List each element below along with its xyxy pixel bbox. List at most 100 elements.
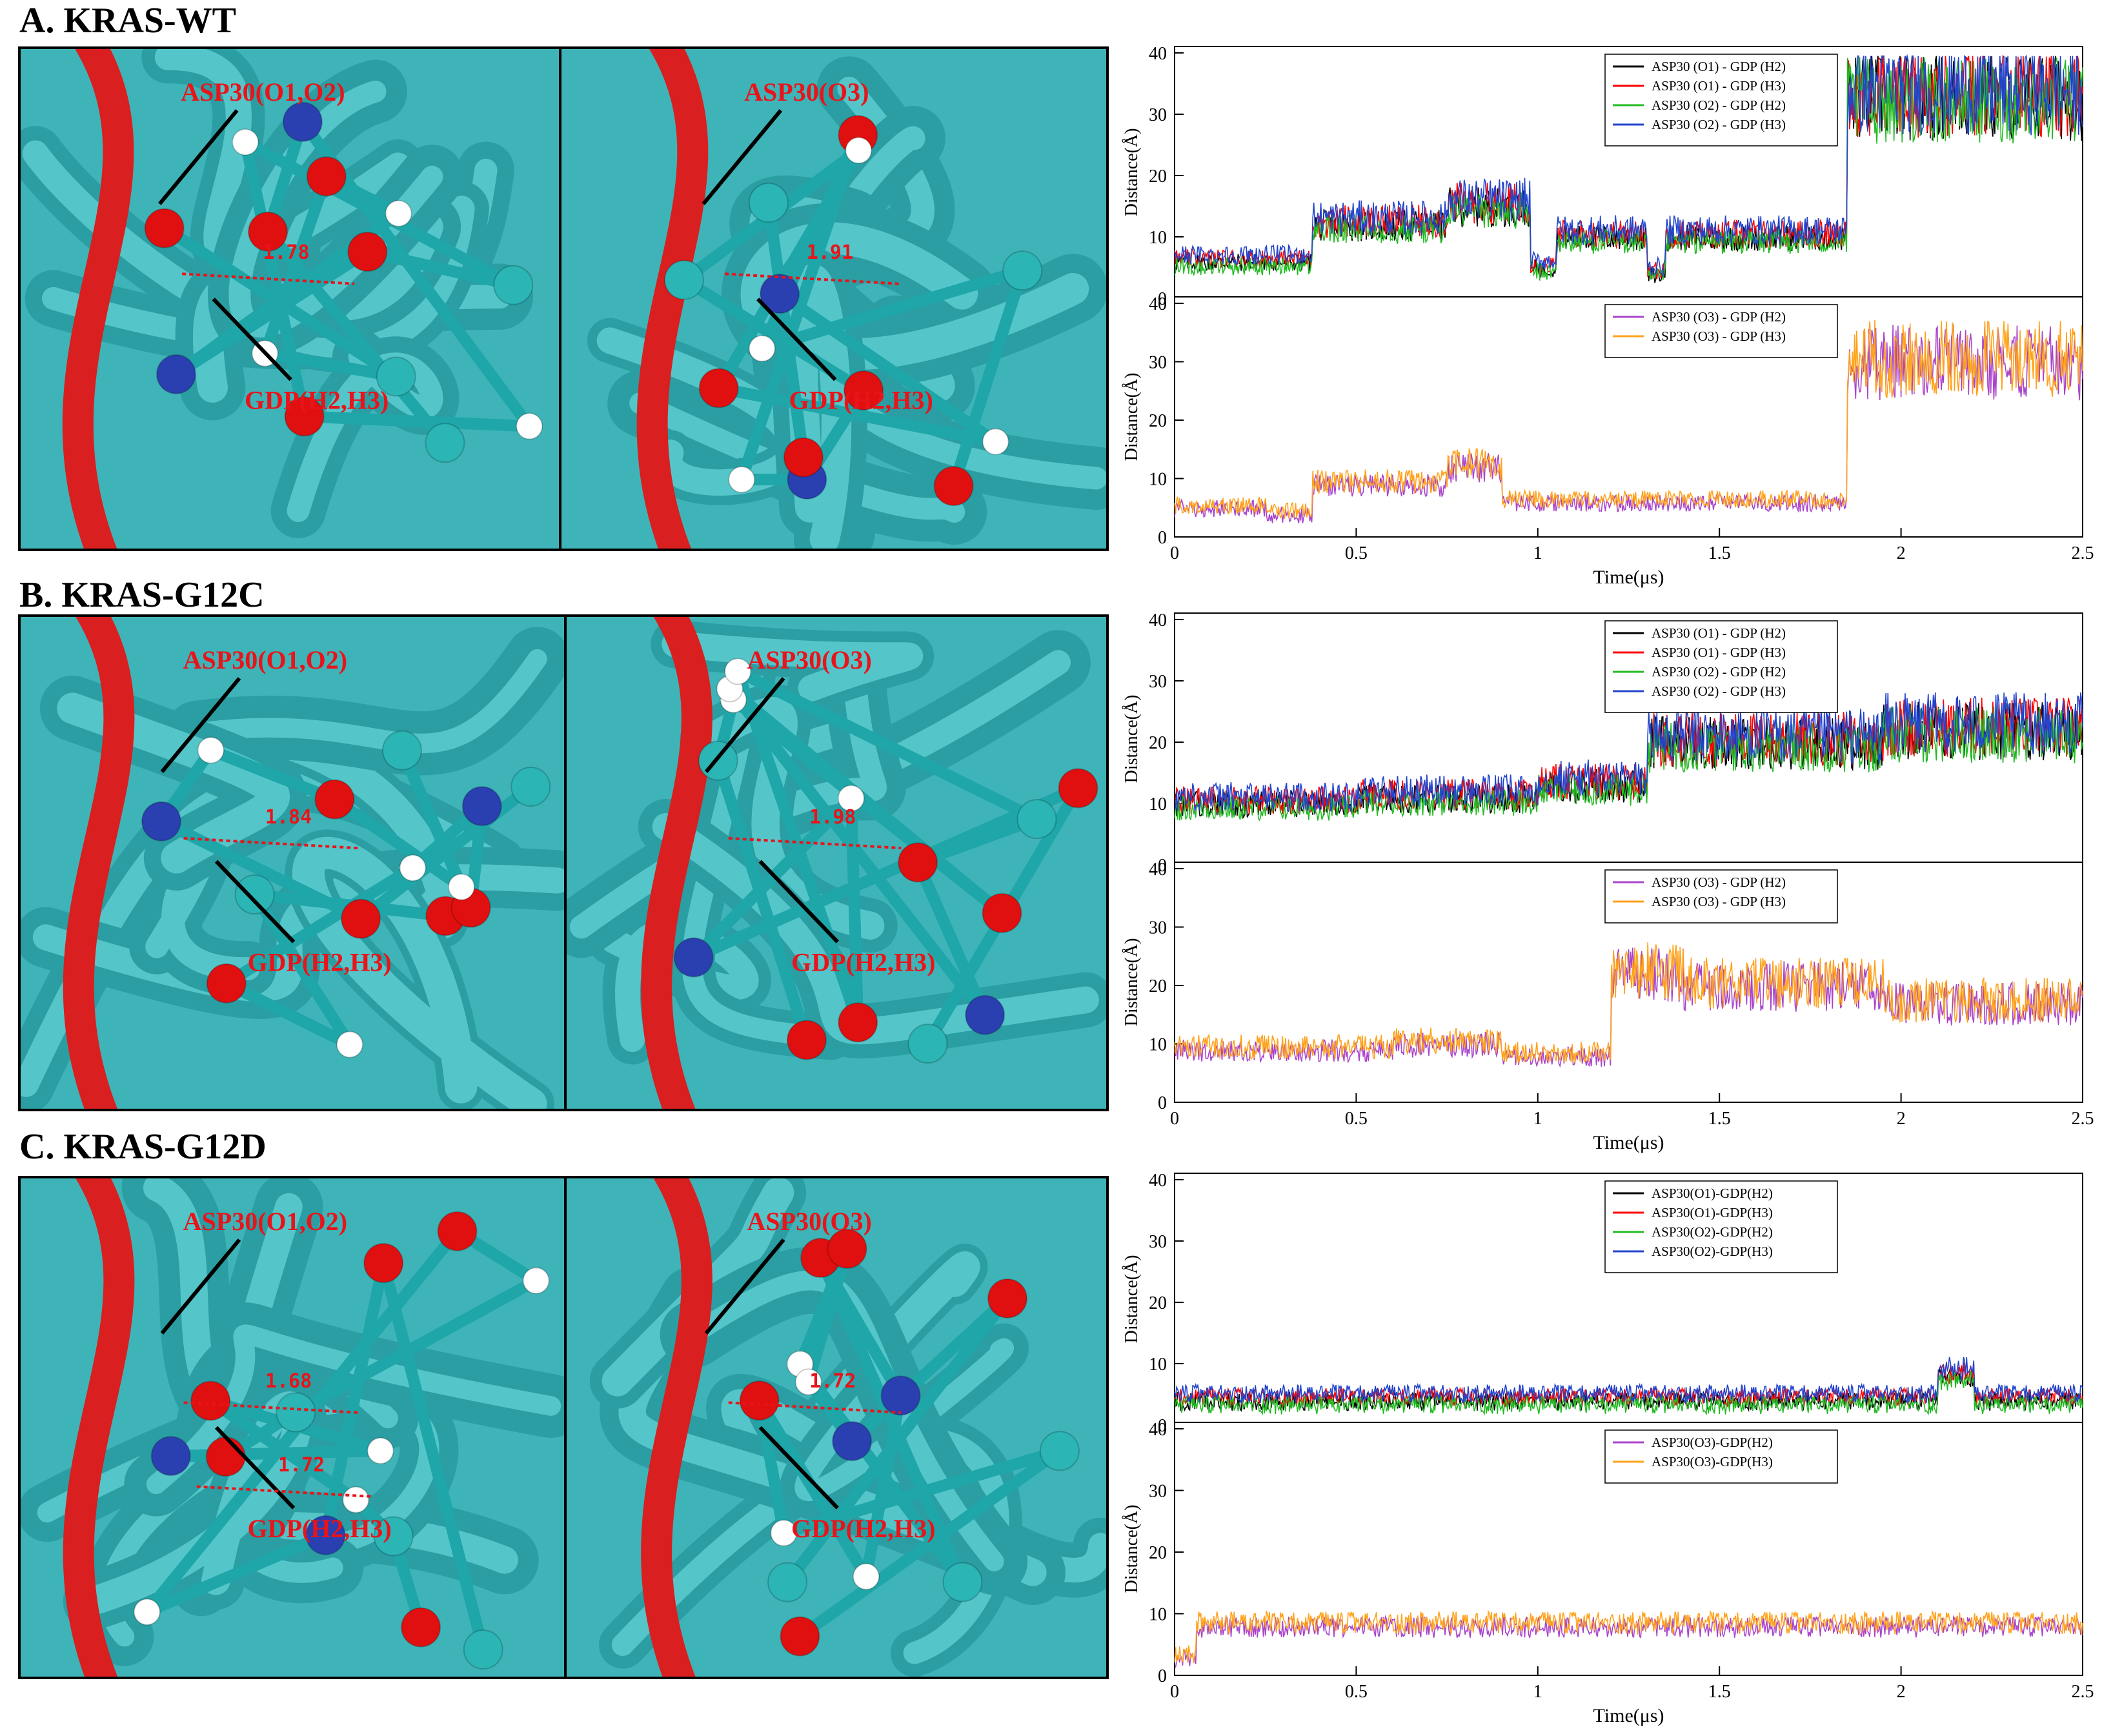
legend-entry: ASP30(O1)-GDP(H3) [1652, 1205, 1773, 1220]
atom [156, 354, 196, 394]
atom [987, 1278, 1027, 1318]
bond [319, 1262, 389, 1537]
y-tick-label: 10 [1149, 1605, 1167, 1625]
atom [794, 1368, 822, 1396]
atom [248, 211, 288, 252]
x-tick-label: 1 [1533, 543, 1542, 563]
chart-c-bottom: 0 10 20 30 40 Distance(Å) 0 0.5 1 1.5 2 2.5 Time(μs)… [1122, 1420, 2094, 1726]
bond [760, 265, 1024, 354]
y-tick-label: 20 [1149, 1543, 1167, 1563]
atom [907, 1024, 948, 1064]
molecule-render: ASP30(O1,O2) GDP(H2,H3) 1.78 [21, 49, 543, 549]
bond [292, 1275, 539, 1418]
y-tick-label: 30 [1149, 1482, 1167, 1502]
bond [223, 978, 352, 1050]
hbond-line [183, 836, 358, 850]
y-tick-label: 30 [1149, 105, 1167, 125]
atom [783, 437, 824, 478]
atom [306, 156, 347, 197]
distance-label: 1.91 [807, 241, 853, 264]
legend-entry: ASP30(O3)-GDP(H3) [1652, 1454, 1773, 1469]
y-tick-label: 10 [1149, 228, 1167, 248]
series-line [1174, 942, 2083, 1064]
series-line [1174, 54, 2083, 279]
y-axis-label: Distance(Å) [1122, 695, 1142, 783]
legend-entry: ASP30 (O3) - GDP (H2) [1652, 874, 1786, 890]
legend-box [1604, 54, 1838, 146]
switch-ribbon [641, 1178, 712, 1677]
atom [463, 1630, 503, 1670]
y-tick-label: 30 [1149, 353, 1167, 373]
mol-image-b-left: ASP30(O1,O2) GDP(H2,H3) 1.84 [18, 614, 567, 1111]
bond [782, 1295, 1013, 1586]
legend-box [1604, 304, 1838, 358]
molecule-render: ASP30(O3) GDP(H2,H3) 1.98 [567, 617, 1106, 1109]
y-tick-label: 40 [1149, 860, 1167, 880]
atom [234, 874, 275, 915]
x-tick-label: 1 [1533, 1109, 1542, 1129]
atom [1016, 799, 1057, 840]
chart-a-top: 0 10 20 30 40 Distance(Å) ASP30 (O1) - GDP (H2… [1122, 44, 2083, 309]
legend-entry: ASP30 (O2) - GDP (H3) [1652, 683, 1786, 699]
atom [728, 466, 756, 494]
pointer-arrow [704, 677, 785, 773]
bond [713, 147, 864, 391]
legend-box [1604, 620, 1838, 713]
atom [206, 963, 247, 1004]
series-line [1174, 1610, 2083, 1664]
atom [739, 1380, 780, 1421]
mol-image-a-left: ASP30(O1,O2) GDP(H2,H3) 1.78 [18, 46, 561, 551]
atom [982, 893, 1022, 933]
chart-b-top: 0 10 20 30 40 Distance(Å) ASP30 (O1) - GDP (H2… [1122, 611, 2083, 876]
legend-entry: ASP30 (O1) - GDP (H2) [1652, 625, 1786, 641]
x-tick-label: 1 [1533, 1682, 1542, 1702]
bond [263, 228, 450, 447]
bond [717, 382, 997, 448]
switch-ribbon [63, 617, 135, 1109]
x-tick-label: 1.5 [1708, 1682, 1731, 1702]
y-tick-label: 40 [1149, 1420, 1167, 1440]
y-tick-label: 30 [1149, 672, 1167, 692]
pointer-arrow [758, 1426, 839, 1509]
mol-label: ASP30(O1,O2) [183, 645, 347, 674]
y-tick-label: 0 [1158, 289, 1167, 309]
atom [284, 396, 325, 437]
y-axis-label: Distance(Å) [1122, 1255, 1142, 1344]
y-tick-label: 20 [1149, 1293, 1167, 1313]
atom [853, 1562, 880, 1590]
panel-a-title: A. KRAS-WT [19, 1, 237, 41]
atom [447, 873, 475, 901]
atom [425, 423, 465, 463]
y-tick-label: 20 [1149, 733, 1167, 753]
bond [803, 1247, 853, 1384]
mol-image-a-right: ASP30(O3) GDP(H2,H3) 1.91 [559, 46, 1109, 551]
atom [197, 736, 225, 764]
distance-label: 1.78 [263, 241, 309, 264]
panel-c-title: C. KRAS-G12D [19, 1127, 267, 1167]
series-line [1174, 1367, 2083, 1413]
bond [754, 1397, 871, 1580]
pointer-arrow [160, 677, 241, 773]
atom [347, 232, 388, 272]
legend-entry: ASP30 (O2) - GDP (H2) [1652, 97, 1786, 113]
atom [305, 1515, 346, 1555]
atom [827, 1229, 867, 1269]
atom [1002, 250, 1043, 291]
atom [837, 784, 865, 812]
pointer-arrow [756, 298, 837, 381]
legend-entry: ASP30 (O3) - GDP (H3) [1652, 328, 1786, 344]
legend-entry: ASP30 (O3) - GDP (H2) [1652, 309, 1786, 325]
atom [401, 1607, 441, 1648]
x-axis-label: Time(μs) [1593, 1132, 1664, 1153]
bond [912, 860, 991, 1018]
y-tick-label: 0 [1158, 1093, 1167, 1113]
atom [965, 994, 1006, 1035]
y-tick-label: 0 [1158, 856, 1167, 876]
atom [844, 370, 884, 410]
bond [814, 1255, 968, 1585]
legend-entry: ASP30(O2)-GDP(H3) [1652, 1244, 1773, 1259]
legend-entry: ASP30 (O1) - GDP (H3) [1652, 78, 1786, 94]
x-tick-label: 1.5 [1708, 1109, 1731, 1129]
atom [141, 801, 181, 842]
x-tick-label: 2 [1897, 1109, 1906, 1129]
